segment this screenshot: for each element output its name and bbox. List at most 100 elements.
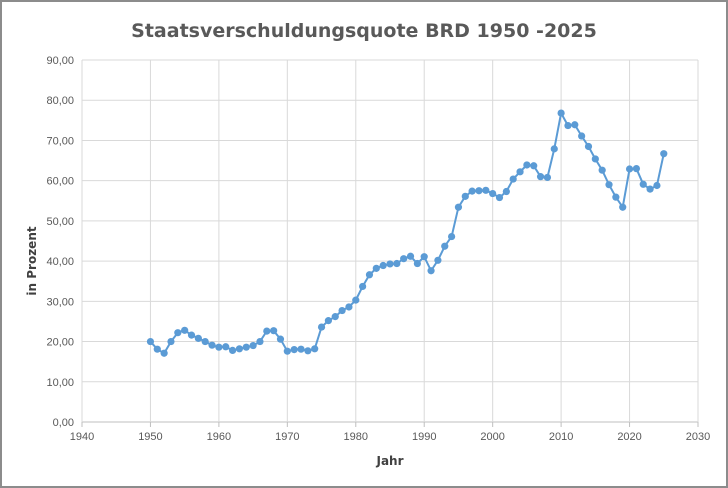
y-tick-label: 10,00 <box>46 377 74 389</box>
data-point <box>571 121 579 129</box>
data-point <box>201 337 209 346</box>
data-point <box>181 326 189 334</box>
data-point <box>393 259 401 268</box>
y-tick-label: 20,00 <box>46 337 74 349</box>
y-axis-label: in Prozent <box>25 226 39 295</box>
data-point <box>235 345 244 353</box>
data-point <box>454 203 463 211</box>
grid-layer <box>81 59 699 427</box>
data-point <box>653 181 661 190</box>
data-point <box>495 193 504 202</box>
data-point <box>160 349 168 357</box>
series-layer <box>146 109 668 357</box>
data-point <box>578 132 586 140</box>
data-point <box>263 327 271 335</box>
data-point <box>386 260 394 268</box>
data-point <box>413 259 421 268</box>
data-point <box>502 187 510 196</box>
x-tick-label: 2030 <box>686 431 710 443</box>
data-point <box>290 346 298 354</box>
data-point <box>420 253 428 261</box>
x-tick-label: 2020 <box>617 431 641 443</box>
x-tick-label: 1950 <box>138 431 162 443</box>
data-point <box>468 187 476 195</box>
data-point <box>646 185 654 193</box>
data-point <box>242 343 250 351</box>
y-tick-label: 60,00 <box>46 176 74 188</box>
data-point <box>536 173 545 181</box>
data-point <box>153 345 161 353</box>
y-tick-label: 90,00 <box>46 55 74 67</box>
data-point <box>146 337 155 346</box>
data-point <box>557 109 565 117</box>
x-tick-label: 1970 <box>275 431 299 443</box>
x-tick-label: 2010 <box>549 431 573 443</box>
data-point <box>516 168 524 176</box>
data-point <box>489 189 497 198</box>
data-point <box>276 335 285 343</box>
x-tick-label: 2000 <box>480 431 504 443</box>
data-point <box>660 150 668 158</box>
data-point <box>639 180 647 188</box>
data-point <box>208 341 216 349</box>
x-tick-labels: 1940 1950 1960 1970 1980 1990 2000 2010 2020 2030 <box>70 431 710 443</box>
data-point <box>612 193 620 201</box>
data-point <box>324 317 332 325</box>
data-point <box>249 341 257 350</box>
y-tick-label: 80,00 <box>46 95 74 107</box>
data-point <box>345 303 353 311</box>
data-point <box>523 161 531 169</box>
data-point <box>598 166 606 174</box>
data-point <box>187 331 196 339</box>
data-point <box>174 329 182 337</box>
data-point <box>352 296 360 304</box>
data-point <box>167 337 175 346</box>
data-point <box>605 181 613 189</box>
data-point <box>591 155 599 163</box>
data-point <box>311 345 319 353</box>
data-point <box>297 345 305 353</box>
y-tick-label: 70,00 <box>46 135 74 147</box>
data-point <box>543 173 552 182</box>
data-point <box>270 327 278 335</box>
data-point <box>475 187 483 195</box>
data-point <box>317 323 326 331</box>
data-point <box>434 256 442 264</box>
y-tick-label: 30,00 <box>46 296 74 308</box>
data-point <box>632 165 641 173</box>
data-point <box>619 203 627 211</box>
x-tick-label: 1960 <box>207 431 231 443</box>
y-tick-labels: 0,00 10,00 20,00 30,00 40,00 50,00 60,00 70,00 8… <box>46 55 74 429</box>
data-point <box>482 186 490 194</box>
data-point <box>228 346 237 355</box>
data-point <box>379 261 387 270</box>
data-point <box>530 162 538 170</box>
data-point <box>304 347 312 355</box>
data-point <box>256 337 264 346</box>
x-tick-label: 1940 <box>70 431 94 443</box>
data-point <box>441 242 449 250</box>
x-axis-label: Jahr <box>375 454 403 468</box>
y-tick-label: 0,00 <box>53 417 74 429</box>
x-tick-label: 1980 <box>344 431 368 443</box>
x-tick-label: 1990 <box>412 431 436 443</box>
data-point <box>215 343 223 351</box>
data-point <box>564 121 572 130</box>
chart-title: Staatsverschuldungsquote BRD 1950 -2025 <box>131 20 597 42</box>
data-point <box>283 347 291 355</box>
data-point <box>550 145 558 153</box>
data-point <box>365 271 374 279</box>
data-point <box>194 334 202 342</box>
data-point <box>427 267 435 275</box>
y-tick-label: 40,00 <box>46 256 74 268</box>
data-point <box>331 313 339 321</box>
data-point <box>338 306 346 315</box>
data-point <box>406 252 415 260</box>
data-point <box>461 192 469 200</box>
data-point <box>625 165 634 173</box>
data-point <box>359 282 367 291</box>
data-point <box>448 232 456 241</box>
data-point <box>509 175 517 183</box>
